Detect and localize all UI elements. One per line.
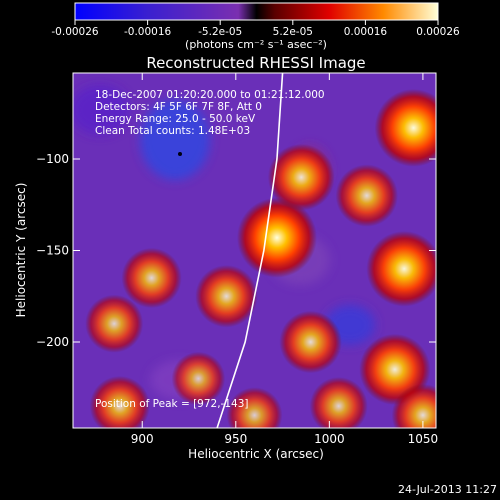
peak-annotation: Position of Peak = [972,-143] (95, 398, 249, 410)
annotations: 18-Dec-2007 01:20:20.000 to 01:21:12.000… (95, 89, 325, 410)
solar-limb (216, 73, 284, 428)
heat-source (195, 265, 258, 328)
colorbar-tick-label: 0.00026 (416, 26, 460, 38)
x-tick-label: 1000 (314, 432, 345, 446)
colorbar (74, 2, 439, 21)
heat-sources (85, 89, 436, 428)
colorbar-ticks: -0.00026 -0.00016 -5.2e-05 5.2e-05 0.00016 0.… (51, 20, 460, 38)
colorbar-tick-label: -0.00026 (51, 26, 99, 38)
heat-source (335, 164, 398, 227)
heat-source (121, 247, 182, 309)
dark-spot (178, 152, 182, 156)
heat-source (391, 384, 436, 428)
annotation-line-2: Detectors: 4F 5F 6F 7F 8F, Att 0 (95, 101, 262, 113)
heat-source (226, 387, 283, 428)
annotation-line-3: Energy Range: 25.0 - 50.0 keV (95, 113, 256, 125)
axes: 900 950 1000 1050 −100 −150 −200 (36, 73, 438, 446)
heat-source (89, 375, 150, 428)
x-tick-label: 1050 (408, 432, 439, 446)
chart-title: Reconstructed RHESSI Image (146, 54, 365, 72)
heat-source (267, 143, 335, 211)
footer-date: 24-Jul-2013 11:27 (398, 483, 497, 496)
colorbar-label: (photons cm⁻² s⁻¹ asec⁻²) (185, 38, 327, 51)
heat-source (374, 89, 436, 167)
annotation-line-4: Clean Total counts: 1.48E+03 (95, 125, 250, 137)
colorbar-tick-label: 0.00016 (344, 26, 388, 38)
y-axis-label: Heliocentric Y (arcsec) (14, 183, 28, 318)
heat-source (171, 351, 226, 406)
heat-source (236, 197, 317, 278)
heat-source (279, 310, 342, 374)
heatmap-area (73, 73, 436, 428)
x-axis-label: Heliocentric X (arcsec) (188, 447, 324, 461)
x-tick-label: 950 (224, 432, 247, 446)
colorbar-tick-label: -5.2e-05 (198, 26, 242, 38)
heat-source (366, 231, 436, 307)
colorbar-tick-label: 5.2e-05 (273, 26, 313, 38)
heat-source (85, 294, 144, 353)
y-tick-label: −100 (36, 152, 69, 166)
colorbar-tick-label: -0.00016 (124, 26, 172, 38)
heat-source (309, 377, 368, 428)
annotation-line-1: 18-Dec-2007 01:20:20.000 to 01:21:12.000 (95, 89, 325, 101)
y-tick-label: −200 (36, 335, 69, 349)
y-tick-label: −150 (36, 244, 69, 258)
x-tick-label: 900 (131, 432, 154, 446)
